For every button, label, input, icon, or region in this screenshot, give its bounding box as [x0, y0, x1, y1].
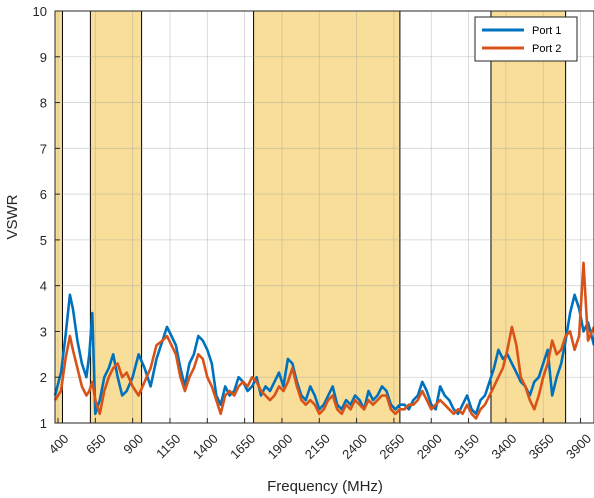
- legend-label-port-1: Port 1: [532, 25, 561, 37]
- y-tick-label: 6: [40, 187, 47, 202]
- y-tick-label: 8: [40, 96, 47, 111]
- plot-frame: [54, 10, 594, 424]
- band-3: [253, 10, 401, 424]
- band-2: [89, 10, 143, 424]
- series-line-port-1: [53, 293, 594, 416]
- y-tick-label: 4: [40, 279, 47, 294]
- y-tick-label: 7: [40, 141, 47, 156]
- legend-box: [474, 16, 578, 62]
- y-tick-label: 3: [40, 324, 47, 339]
- y-tick-label: 5: [40, 233, 47, 248]
- y-tick-label: 2: [40, 370, 47, 385]
- x-axis-label: Frequency (MHz): [267, 478, 383, 495]
- series-line-port-2: [53, 261, 594, 420]
- y-axis-label: VSWR: [4, 194, 21, 239]
- legend: Port 1 Port 2: [474, 16, 578, 62]
- frequency-bands: [54, 10, 567, 424]
- y-tick-label: 10: [33, 4, 47, 19]
- series-lines: [53, 261, 594, 420]
- y-axis-ticks: 1 2 3 4 5 6 7 8 9 10: [33, 4, 60, 431]
- y-tick-label: 9: [40, 50, 47, 65]
- band-4: [490, 10, 567, 424]
- y-tick-label: 1: [40, 416, 47, 431]
- legend-label-port-2: Port 2: [532, 43, 561, 55]
